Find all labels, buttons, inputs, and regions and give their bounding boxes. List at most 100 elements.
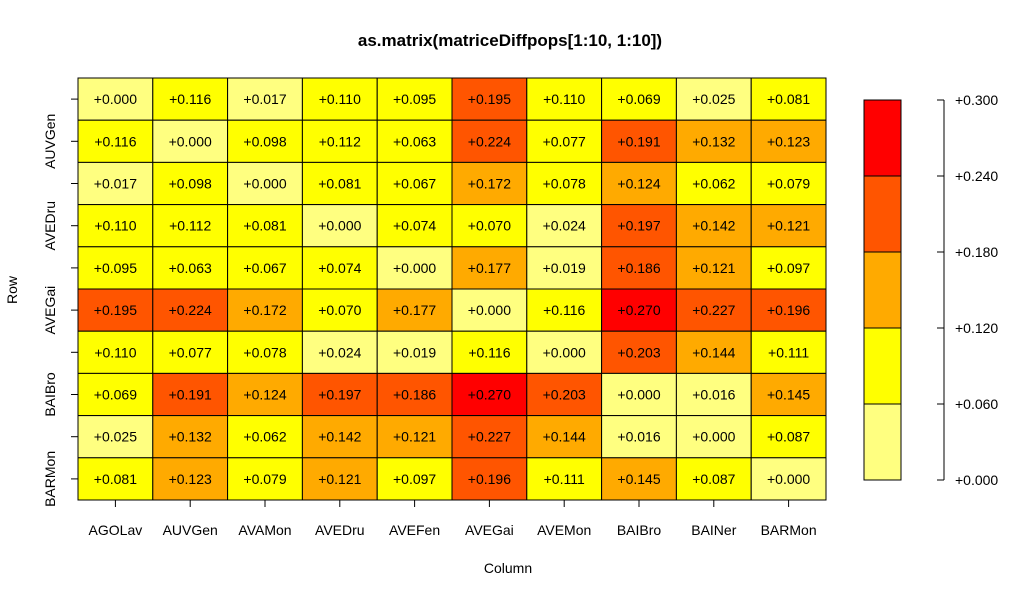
column-tick-label: BAINer	[691, 522, 736, 538]
heatmap-cell	[451, 457, 528, 501]
heatmap-cell	[451, 246, 528, 290]
cell-label: +0.110	[94, 344, 136, 360]
cell-label: +0.172	[243, 302, 286, 318]
x-axis-label: Column	[484, 560, 532, 576]
cell-label: +0.195	[94, 302, 137, 318]
heatmap-cell	[451, 119, 528, 163]
heatmap-cell	[750, 330, 827, 374]
cell-label: +0.111	[768, 344, 809, 360]
legend-tick-label: +0.240	[955, 168, 998, 184]
row-tick-label: AUVGen	[42, 114, 58, 169]
cell-label: +0.116	[468, 344, 510, 360]
heatmap-cell	[376, 161, 453, 206]
cell-label: +0.227	[692, 302, 735, 318]
heatmap-cell	[152, 77, 229, 121]
cell-label: +0.270	[468, 387, 511, 403]
cell-label: +0.000	[468, 302, 511, 318]
column-tick-label: BAIBro	[617, 522, 662, 538]
cell-label: +0.016	[692, 387, 735, 403]
cell-label: +0.095	[94, 260, 137, 276]
cell-label: +0.017	[243, 91, 286, 107]
cell-label: +0.112	[319, 133, 361, 149]
cell-label: +0.079	[767, 176, 810, 192]
heatmap-cell	[152, 415, 229, 459]
cell-label: +0.172	[468, 176, 511, 192]
cell-label: +0.132	[692, 133, 735, 149]
column-tick-label: AVEFen	[389, 522, 440, 538]
heatmap-cell	[601, 372, 677, 417]
y-axis-label: Row	[4, 275, 20, 304]
column-tick-label: AUVGen	[163, 522, 218, 538]
heatmap-cell	[152, 246, 229, 290]
cell-label: +0.124	[617, 176, 660, 192]
heatmap-cell	[451, 372, 528, 417]
cell-label: +0.070	[468, 218, 511, 234]
heatmap-cell	[675, 161, 752, 206]
heatmap-cell	[451, 330, 528, 374]
heatmap-cell	[750, 457, 827, 501]
row-axis: AUVGen AVEDru AVEGai BAIBro BARMon	[42, 98, 78, 507]
legend-swatch	[863, 175, 902, 253]
heatmap-cell	[376, 415, 453, 459]
cell-label: +0.110	[543, 91, 585, 107]
cell-label: +0.116	[94, 133, 136, 149]
cell-label: +0.079	[243, 471, 286, 487]
cell-label: +0.062	[243, 429, 286, 445]
legend-tick-label: +0.180	[955, 244, 998, 260]
heatmap-cell	[526, 330, 603, 374]
heatmap-cell	[526, 161, 603, 206]
cell-label: +0.196	[767, 302, 810, 318]
heatmap-cell	[750, 204, 827, 248]
heatmap-cell	[750, 246, 827, 290]
heatmap-cell	[152, 372, 229, 417]
heatmap-cell	[451, 288, 528, 332]
cell-label: +0.025	[692, 91, 735, 107]
cell-label: +0.123	[767, 133, 810, 149]
heatmap-cell	[750, 372, 827, 417]
chart-title: as.matrix(matriceDiffpops[1:10, 1:10])	[358, 31, 662, 50]
cell-label: +0.000	[617, 387, 660, 403]
heatmap-cell	[227, 372, 303, 417]
cell-label: +0.112	[169, 218, 211, 234]
cell-label: +0.144	[543, 429, 586, 445]
cell-label: +0.062	[692, 176, 735, 192]
cell-label: +0.000	[767, 471, 810, 487]
cell-label: +0.270	[617, 302, 660, 318]
heatmap-cell	[675, 457, 752, 501]
row-tick-label: AVEDru	[42, 201, 58, 251]
heatmap-cell	[227, 161, 303, 206]
heatmap-cell	[77, 457, 154, 501]
cell-label: +0.097	[393, 471, 436, 487]
heatmap-cell	[675, 330, 752, 374]
heatmap-cell	[526, 204, 603, 248]
cell-label: +0.070	[318, 302, 361, 318]
column-tick-label: AVAMon	[238, 522, 291, 538]
cell-label: +0.067	[393, 176, 436, 192]
cell-label: +0.224	[468, 133, 511, 149]
row-tick-label: AVEGai	[42, 286, 58, 335]
heatmap-cell	[750, 161, 827, 206]
cell-label: +0.024	[318, 344, 361, 360]
heatmap-cell	[227, 288, 303, 332]
cell-label: +0.081	[767, 91, 810, 107]
cell-label: +0.224	[169, 302, 212, 318]
cell-label: +0.024	[543, 218, 586, 234]
cell-label: +0.077	[543, 133, 586, 149]
cell-label: +0.110	[94, 218, 136, 234]
cell-label: +0.087	[767, 429, 810, 445]
cell-label: +0.025	[94, 429, 137, 445]
heatmap-cell	[152, 119, 229, 163]
legend-tick-label: +0.000	[955, 472, 998, 488]
column-axis: AGOLav AUVGen AVAMon AVEDru AVEFen AVEGai AVEM…	[89, 500, 817, 538]
cell-label: +0.078	[543, 176, 586, 192]
cell-label: +0.067	[243, 260, 286, 276]
heatmap-cell	[301, 330, 378, 374]
cell-label: +0.074	[393, 218, 436, 234]
cell-label: +0.063	[169, 260, 212, 276]
legend-tick-label: +0.300	[955, 92, 998, 108]
legend-swatch	[863, 99, 902, 177]
cell-label: +0.081	[94, 471, 137, 487]
cell-label: +0.098	[243, 133, 286, 149]
cell-label: +0.000	[393, 260, 436, 276]
heatmap-cell	[526, 119, 603, 163]
